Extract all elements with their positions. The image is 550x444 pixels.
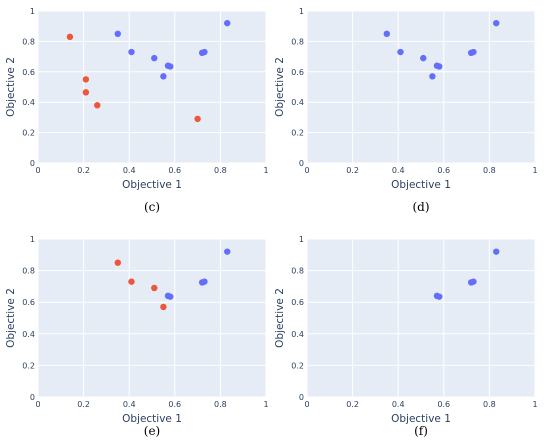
panel-label: (e) [144,424,160,438]
data-point [493,248,500,255]
data-point [224,19,231,27]
x-tick-label: 0.6 [168,166,181,175]
y-tick-label: 1 [299,235,304,244]
x-tick-label: 0.4 [123,400,136,409]
data-point [397,48,404,56]
panel-label: (f) [414,424,428,438]
x-tick-label: 0.6 [168,400,181,409]
x-tick-label: 0.2 [346,400,359,409]
x-tick-label: 1 [263,166,268,175]
y-tick-label: 0.4 [22,330,35,339]
x-tick-label: 0.8 [214,400,227,409]
data-point [167,293,174,300]
x-tick-label: 0 [35,166,40,175]
y-tick-label: 0.2 [291,361,304,370]
x-tick-label: 0.8 [483,400,496,409]
y-tick-label: 0.2 [291,129,304,138]
data-point [470,278,477,285]
x-tick-label: 0.4 [123,166,136,175]
y-tick-label: 0.6 [291,68,304,77]
y-tick-label: 0.2 [22,129,35,138]
y-axis-title: Objective 2 [5,288,17,348]
x-axis-title: Objective 1 [122,179,182,191]
data-point [470,48,477,56]
y-axis-title: Objective 2 [274,288,286,348]
x-tick-label: 0.2 [77,400,90,409]
scatter-panel-3: 0 0.2 0.4 0.6 0.8 1 0 0.2 0.4 0.6 0.8 1 Objective 1 O… [274,235,538,438]
panel-label: (d) [412,200,429,214]
y-tick-label: 0.6 [22,68,35,77]
y-tick-label: 0.4 [291,98,304,107]
x-tick-label: 1 [263,400,268,409]
x-tick-label: 1 [532,166,537,175]
data-point [201,48,208,56]
data-point [114,30,122,37]
data-point [128,278,135,285]
x-tick-label: 0 [304,166,309,175]
x-tick-label: 0 [304,400,309,409]
y-tick-label: 0.6 [22,298,35,307]
x-tick-label: 0.6 [437,400,450,409]
scatter-panel-1: 0 0.2 0.4 0.6 0.8 1 0 0.2 0.4 0.6 0.8 1 Objective 1 O… [274,7,538,214]
data-point [160,303,167,311]
data-point [436,63,443,70]
x-axis-title: Objective 1 [391,179,451,191]
y-tick-label: 1 [299,7,304,16]
data-point [114,259,122,266]
plot-area [307,239,535,397]
y-axis-title: Objective 2 [274,57,286,117]
data-point [82,89,90,96]
x-tick-label: 0.2 [346,166,359,175]
x-tick-label: 0.4 [392,400,405,409]
plot-area [38,11,266,163]
y-tick-label: 0 [299,159,304,168]
x-tick-label: 1 [532,400,537,409]
y-tick-label: 0.4 [291,330,304,339]
scatter-panel-2: 0 0.2 0.4 0.6 0.8 1 0 0.2 0.4 0.6 0.8 1 Objective 1 O… [5,235,269,438]
plot-area [38,239,266,397]
x-axis-title: Objective 1 [391,413,451,425]
data-point [151,284,158,292]
y-tick-label: 0.8 [22,267,35,276]
y-tick-label: 0.6 [291,298,304,307]
y-axis-title: Objective 2 [5,57,17,117]
y-tick-label: 0.4 [22,98,35,107]
x-tick-label: 0.8 [214,166,227,175]
data-point [167,63,174,70]
y-tick-label: 0.8 [291,37,304,46]
y-tick-label: 0.8 [22,37,35,46]
panel-label: (c) [144,200,160,214]
y-tick-label: 1 [30,7,35,16]
x-axis-title: Objective 1 [122,413,182,425]
y-tick-label: 0 [30,393,35,402]
data-point [94,102,101,109]
data-point [151,54,158,62]
data-point [66,33,74,41]
data-point [160,73,167,80]
y-tick-label: 1 [30,235,35,244]
data-point [383,30,390,37]
data-point [224,248,231,255]
y-tick-label: 0.2 [22,361,35,370]
data-point [493,19,500,27]
x-tick-label: 0.8 [483,166,496,175]
x-tick-label: 0.2 [77,166,90,175]
data-point [429,73,436,80]
data-point [436,293,443,300]
data-point [82,76,90,83]
data-point [201,278,208,285]
plot-area [307,11,535,163]
x-tick-label: 0.4 [392,166,405,175]
y-tick-label: 0.8 [291,267,304,276]
y-tick-label: 0 [30,159,35,168]
x-tick-label: 0 [35,400,40,409]
x-tick-label: 0.6 [437,166,450,175]
y-tick-label: 0 [299,393,304,402]
data-point [194,115,201,123]
data-point [128,48,135,56]
scatter-panel-0: 0 0.2 0.4 0.6 0.8 1 0 0.2 0.4 0.6 0.8 1 Objective 1 O… [5,7,269,214]
data-point [420,54,427,62]
